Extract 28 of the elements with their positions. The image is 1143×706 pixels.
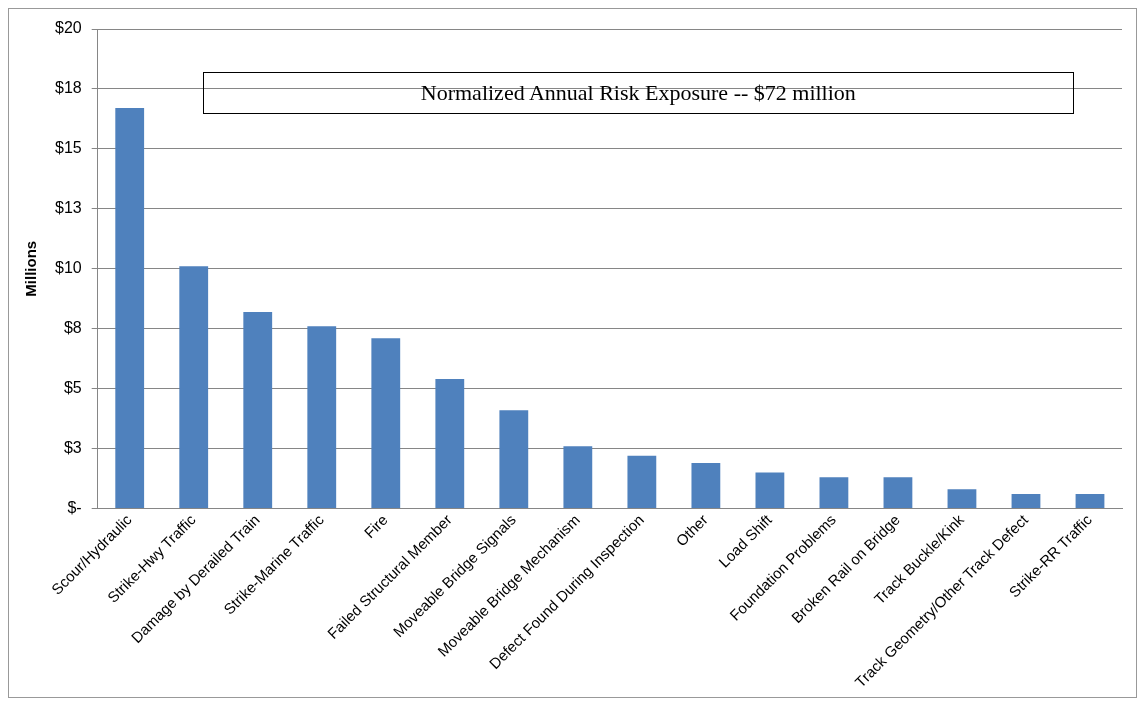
bar bbox=[1011, 494, 1041, 508]
y-tick-label: $10 bbox=[54, 259, 82, 277]
y-tick-label: $3 bbox=[63, 438, 82, 456]
bar bbox=[115, 108, 145, 508]
bar bbox=[307, 326, 337, 508]
bar bbox=[243, 311, 273, 508]
y-tick-label: $5 bbox=[63, 379, 82, 397]
bar bbox=[755, 472, 785, 508]
y-tick-label: $15 bbox=[54, 139, 82, 157]
annotation: Normalized Annual Risk Exposure -- $72 million bbox=[202, 72, 1074, 114]
bar bbox=[691, 462, 721, 508]
bar bbox=[883, 477, 913, 508]
bar bbox=[627, 455, 657, 508]
y-axis-title: Millions bbox=[22, 240, 40, 297]
bar bbox=[947, 489, 977, 508]
y-tick-label: $- bbox=[67, 498, 82, 516]
bar bbox=[371, 338, 401, 508]
bar bbox=[1075, 494, 1105, 508]
y-tick-label: $13 bbox=[54, 199, 82, 217]
y-tick-label: $8 bbox=[63, 319, 82, 337]
bar bbox=[435, 379, 465, 508]
bar bbox=[563, 446, 593, 508]
bar bbox=[179, 266, 209, 508]
y-tick-label: $18 bbox=[54, 79, 82, 97]
bar bbox=[499, 410, 529, 508]
x-tick-label: Fire bbox=[360, 510, 391, 542]
bar bbox=[819, 477, 849, 508]
y-tick-label: $20 bbox=[54, 19, 82, 37]
